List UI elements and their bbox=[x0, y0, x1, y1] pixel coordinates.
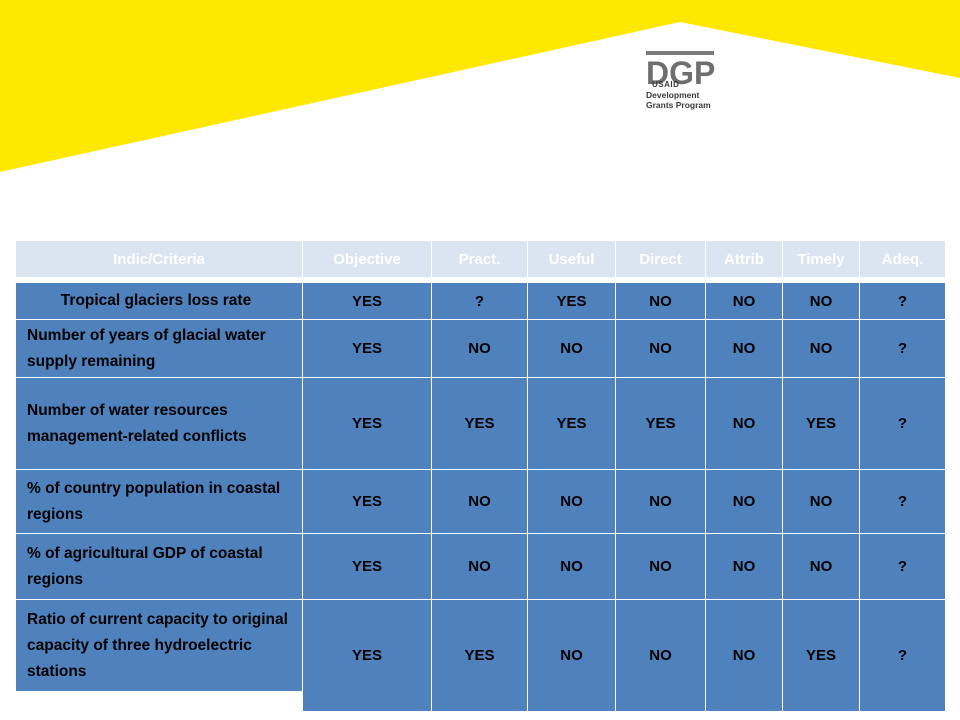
table-cell: NO bbox=[616, 320, 706, 378]
column-header: Useful bbox=[528, 241, 616, 277]
table-cell: NO bbox=[616, 283, 706, 320]
table-cell: NO bbox=[783, 470, 860, 534]
row-label: % of country population in coastal regio… bbox=[16, 470, 303, 534]
logo-agency: USAID bbox=[652, 80, 680, 89]
dgp-logo-icon: DGP bbox=[646, 51, 715, 91]
table-cell: NO bbox=[616, 534, 706, 600]
row-label: Number of water resources management-rel… bbox=[16, 378, 303, 470]
table-cell: ? bbox=[860, 534, 946, 600]
table-cell: NO bbox=[432, 534, 528, 600]
table-cell: NO bbox=[432, 320, 528, 378]
table-cell: NO bbox=[706, 378, 783, 470]
column-header: Objective bbox=[303, 241, 432, 277]
table-cell: YES bbox=[303, 470, 432, 534]
row-label: Number of years of glacial water supply … bbox=[16, 320, 303, 378]
table-cell: NO bbox=[706, 470, 783, 534]
table-cell: YES bbox=[303, 534, 432, 600]
logo-line1: Development bbox=[646, 90, 700, 100]
row-label: Ratio of current capacity to original ca… bbox=[16, 600, 303, 692]
table-cell: YES bbox=[528, 378, 616, 470]
table-cell: NO bbox=[706, 600, 783, 712]
table-cell: ? bbox=[860, 283, 946, 320]
table-cell: YES bbox=[303, 320, 432, 378]
table-cell: NO bbox=[616, 600, 706, 712]
table-cell: YES bbox=[783, 600, 860, 712]
table-cell: YES bbox=[616, 378, 706, 470]
logo-caption: USAID Development Grants Program bbox=[646, 80, 726, 110]
table-cell: NO bbox=[528, 320, 616, 378]
table-cell: YES bbox=[303, 283, 432, 320]
table-cell: NO bbox=[706, 320, 783, 378]
column-header: Attrib bbox=[706, 241, 783, 277]
table-cell: YES bbox=[432, 378, 528, 470]
table-cell: NO bbox=[528, 534, 616, 600]
column-header: Timely bbox=[783, 241, 860, 277]
table-cell: NO bbox=[706, 534, 783, 600]
column-header: Adeq. bbox=[860, 241, 946, 277]
table-cell: YES bbox=[783, 378, 860, 470]
column-header: Pract. bbox=[432, 241, 528, 277]
table-cell: NO bbox=[706, 283, 783, 320]
table-cell: ? bbox=[860, 378, 946, 470]
table-cell: YES bbox=[432, 600, 528, 712]
table-cell: NO bbox=[432, 470, 528, 534]
table-cell: NO bbox=[783, 283, 860, 320]
table-cell: NO bbox=[783, 320, 860, 378]
logo-line2: Grants Program bbox=[646, 100, 711, 110]
table-cell: NO bbox=[783, 534, 860, 600]
table-cell: YES bbox=[528, 283, 616, 320]
table-cell: YES bbox=[303, 378, 432, 470]
table-cell: ? bbox=[860, 600, 946, 712]
table-cell: YES bbox=[303, 600, 432, 712]
column-header: Indic/Criteria bbox=[16, 241, 303, 277]
table-cell: ? bbox=[860, 320, 946, 378]
yellow-banner bbox=[0, 0, 960, 172]
table-cell: NO bbox=[616, 470, 706, 534]
table-cell: ? bbox=[432, 283, 528, 320]
table-cell: ? bbox=[860, 470, 946, 534]
table-cell: NO bbox=[528, 600, 616, 712]
row-label: % of agricultural GDP of coastal regions bbox=[16, 534, 303, 600]
column-header: Direct bbox=[616, 241, 706, 277]
logo-mark: DGP bbox=[646, 55, 715, 91]
row-label: Tropical glaciers loss rate bbox=[16, 283, 303, 320]
table-cell: NO bbox=[528, 470, 616, 534]
